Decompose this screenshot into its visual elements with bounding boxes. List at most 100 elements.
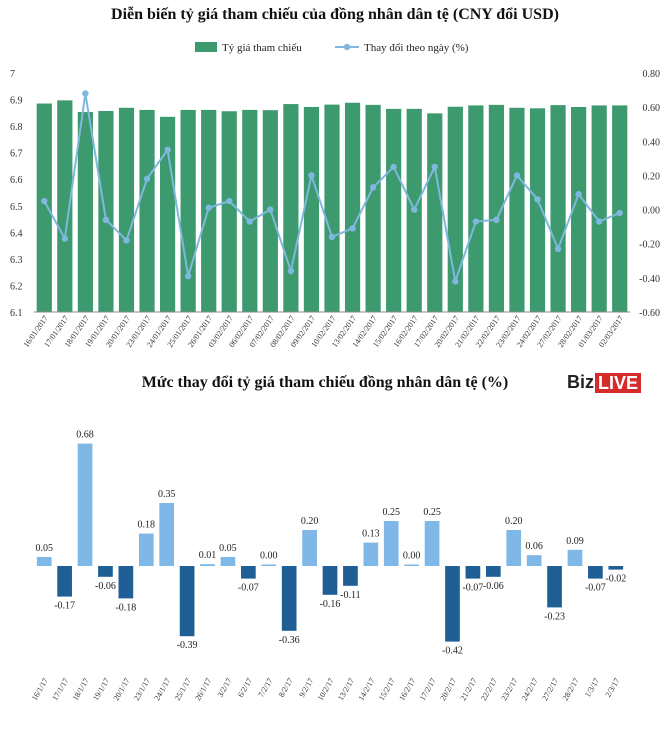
change-point xyxy=(164,146,171,154)
change-point xyxy=(246,218,253,225)
left-axis-tick-label: 6.5 xyxy=(10,202,23,213)
change-bar-label: 0.25 xyxy=(423,507,441,518)
change-bar xyxy=(322,566,338,595)
chart2-x-tick-label: 17/2/17 xyxy=(418,677,438,703)
rate-bar xyxy=(612,105,628,312)
right-axis-tick-label: -0.60 xyxy=(639,308,660,319)
right-axis-tick-label: -0.40 xyxy=(639,274,660,285)
change-point xyxy=(61,235,69,242)
change-point xyxy=(123,237,130,244)
change-point xyxy=(493,216,500,224)
change-point xyxy=(82,90,89,97)
change-bar-label: 0.68 xyxy=(76,430,94,441)
change-point xyxy=(554,245,562,253)
chart2-x-tick-label: 19/1/17 xyxy=(91,677,111,703)
change-point xyxy=(184,272,192,280)
change-point xyxy=(616,209,623,217)
legend-line-marker xyxy=(343,43,351,51)
rate-bar xyxy=(550,105,566,312)
change-bar xyxy=(77,443,93,566)
change-bar-label: 0.00 xyxy=(403,551,421,562)
change-bar xyxy=(281,566,297,631)
change-bar xyxy=(424,521,440,566)
change-point xyxy=(411,206,418,213)
change-bar-label: -0.07 xyxy=(238,583,259,594)
change-bar xyxy=(404,564,420,566)
change-bar-label: 0.25 xyxy=(382,507,400,518)
change-bar-label: -0.02 xyxy=(605,574,626,585)
change-bar xyxy=(608,566,624,570)
change-bar xyxy=(445,566,460,642)
change-bar-label: -0.11 xyxy=(340,590,360,601)
left-axis-tick-label: 6.1 xyxy=(10,308,23,319)
chart2-x-tick-label: 17/1/17 xyxy=(50,677,70,703)
legend-bar-label: Tỷ giá tham chiếu xyxy=(222,42,302,54)
chart2-x-tick-label: 16/1/17 xyxy=(30,677,50,703)
chart2-x-tick-label: 26/1/17 xyxy=(193,677,213,703)
change-bar xyxy=(506,530,522,566)
chart2-x-tick-label: 16/2/17 xyxy=(397,677,417,703)
rate-bar xyxy=(303,106,320,312)
rate-bar xyxy=(57,100,73,312)
chart2-x-tick-label: 13/2/17 xyxy=(336,677,356,703)
change-bar-label: -0.36 xyxy=(279,635,300,646)
rate-bar xyxy=(365,104,381,312)
logo-part2: LIVE xyxy=(595,372,642,393)
change-bar xyxy=(220,557,236,566)
rate-bar xyxy=(139,109,155,312)
change-bar xyxy=(261,564,277,566)
logo-part1: Biz xyxy=(567,372,594,392)
rate-bar xyxy=(98,110,114,312)
change-bar-label: -0.06 xyxy=(95,581,116,592)
change-point xyxy=(349,225,356,232)
chart2-x-tick-label: 24/1/17 xyxy=(152,677,172,703)
left-axis-tick-label: 6.7 xyxy=(10,149,23,160)
rate-bar xyxy=(118,107,135,312)
rate-bar xyxy=(159,116,176,312)
left-axis-tick-label: 6.8 xyxy=(10,122,23,133)
legend-line-label: Thay đổi theo ngày (%) xyxy=(364,42,469,54)
change-bar xyxy=(159,503,175,566)
chart2-x-tick-label: 14/2/17 xyxy=(357,677,377,703)
rate-bar xyxy=(180,109,196,312)
change-bar-label: -0.07 xyxy=(462,583,483,594)
rate-bar xyxy=(221,111,237,313)
right-axis-tick-label: -0.20 xyxy=(639,240,660,251)
chart2-x-tick-label: 23/2/17 xyxy=(499,677,519,703)
change-bar xyxy=(200,564,215,566)
change-bar-label: 0.05 xyxy=(35,543,53,554)
right-axis-tick-label: 0.80 xyxy=(643,69,661,80)
change-point xyxy=(143,175,151,183)
change-point xyxy=(226,197,233,205)
chart2-x-tick-label: 24/2/17 xyxy=(520,677,540,703)
change-bar xyxy=(485,566,501,577)
rate-bar xyxy=(242,109,258,312)
right-axis-tick-label: 0.20 xyxy=(643,171,661,182)
change-bar-label: 0.35 xyxy=(158,489,176,500)
change-point xyxy=(513,172,521,179)
change-point xyxy=(431,163,438,171)
chart2-x-tick-label: 7/2/17 xyxy=(256,677,274,699)
rate-bar xyxy=(488,104,505,312)
left-axis-tick-label: 6.9 xyxy=(10,96,23,107)
change-bar xyxy=(567,549,583,566)
chart2-x-tick-label: 22/2/17 xyxy=(479,677,499,703)
legend-bar-swatch xyxy=(195,42,217,52)
chart2-x-tick-label: 8/2/17 xyxy=(277,677,295,699)
change-bar-label: 0.01 xyxy=(199,550,217,561)
change-bar-label: -0.06 xyxy=(483,581,504,592)
chart2-x-tick-label: 27/2/17 xyxy=(540,677,560,703)
chart2-x-tick-label: 20/1/17 xyxy=(112,677,132,703)
change-bar-label: -0.42 xyxy=(442,646,463,657)
right-axis-tick-label: 0.60 xyxy=(643,103,661,114)
left-axis-tick-label: 7 xyxy=(10,69,15,80)
chart2-x-tick-label: 15/2/17 xyxy=(377,677,397,703)
change-point xyxy=(390,163,397,171)
chart2-x-tick-label: 28/2/17 xyxy=(561,677,581,703)
rate-bar xyxy=(344,102,361,313)
chart2-x-tick-label: 2/3/17 xyxy=(604,677,622,699)
left-axis-tick-label: 6.6 xyxy=(10,175,23,186)
change-point xyxy=(287,267,295,275)
rate-bar xyxy=(283,104,299,312)
